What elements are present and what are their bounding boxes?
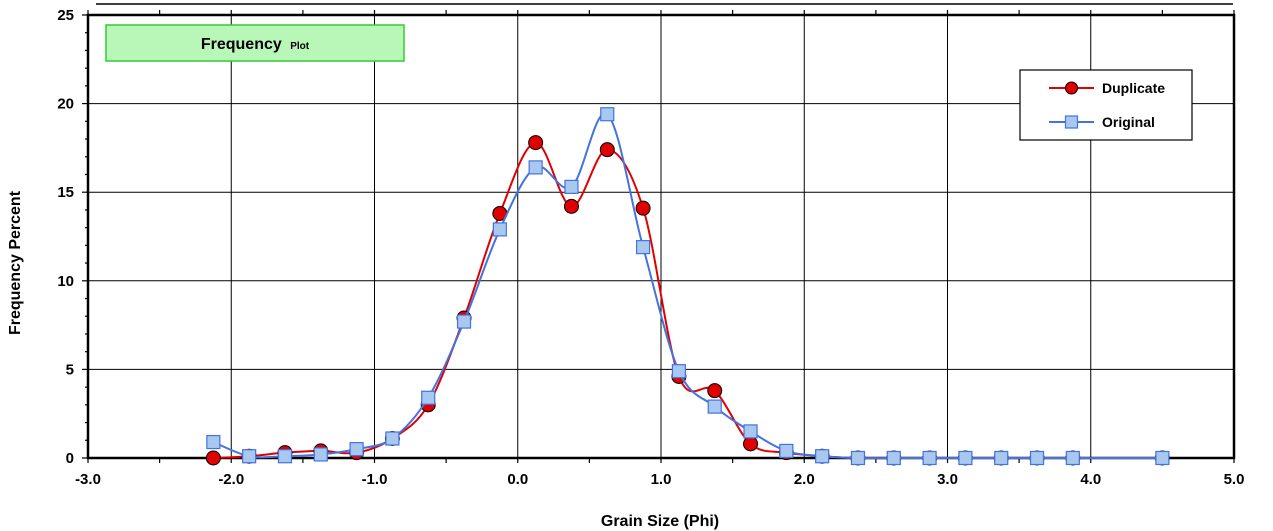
x-tick-label: 3.0 — [937, 471, 958, 488]
series-original — [206, 107, 1170, 466]
y-tick-label: 15 — [57, 184, 74, 201]
svg-text:Frequency Plot: Frequency Plot — [201, 36, 310, 53]
plot-area-border — [86, 13, 1236, 460]
data-point-original — [564, 179, 579, 194]
x-tick-label: -1.0 — [362, 471, 388, 488]
x-tick-label: 2.0 — [794, 471, 815, 488]
plot-title-sub: Plot — [290, 41, 310, 52]
axes: -3.0 -2.0 -1.0 0.0 1.0 2.0 3.0 4.0 5.0 0 5 10 15 20 25 — [57, 7, 1244, 488]
data-point-original — [922, 450, 937, 466]
data-point-original — [242, 449, 257, 464]
legend-box — [1019, 69, 1193, 141]
legend-label-original: Original — [1102, 114, 1155, 130]
data-point-original — [743, 424, 758, 439]
data-point-original — [600, 107, 615, 122]
x-tick-label: 4.0 — [1080, 471, 1101, 488]
data-point-original — [456, 314, 472, 329]
data-point-original — [421, 390, 436, 405]
data-point-original — [349, 442, 364, 457]
data-point-original — [206, 434, 221, 450]
x-tick-label: -2.0 — [218, 471, 244, 488]
series-line-duplicate — [213, 141, 1163, 460]
data-point-original — [671, 364, 687, 379]
data-point-original — [779, 443, 794, 459]
data-point-duplicate — [635, 200, 651, 216]
data-point-original — [1065, 450, 1080, 466]
data-point-original — [492, 222, 507, 237]
y-tick-label: 20 — [57, 96, 74, 113]
data-point-original — [528, 160, 543, 175]
x-axis-title: Grain Size (Phi) — [601, 513, 719, 530]
series-group — [205, 107, 1170, 466]
y-tick-label: 25 — [57, 7, 74, 24]
plot-title-box: Frequency Plot — [105, 24, 405, 62]
data-point-duplicate — [205, 450, 221, 466]
y-axis-title: Frequency Percent — [7, 190, 24, 335]
legend-marker-original — [1064, 115, 1079, 129]
x-tick-label: -3.0 — [75, 471, 101, 488]
data-point-original — [886, 450, 901, 466]
data-point-duplicate — [528, 135, 544, 151]
data-point-original — [1029, 450, 1045, 466]
legend-label-duplicate: Duplicate — [1102, 80, 1165, 96]
data-point-original — [994, 450, 1009, 466]
data-point-original — [1155, 450, 1170, 466]
x-tick-label: 1.0 — [651, 471, 672, 488]
data-point-original — [385, 431, 400, 446]
data-point-original — [277, 449, 293, 464]
series-line-original — [212, 112, 1163, 460]
legend: Duplicate Original — [1019, 69, 1193, 141]
y-tick-label: 10 — [57, 273, 74, 290]
data-point-duplicate — [743, 436, 759, 452]
plot-title-main: Frequency — [201, 36, 282, 53]
data-point-original — [635, 240, 651, 255]
y-tick-label: 0 — [66, 450, 74, 467]
legend-marker-duplicate — [1065, 81, 1078, 95]
x-tick-label: 0.0 — [507, 471, 528, 488]
data-point-original — [815, 449, 830, 464]
data-point-original — [958, 450, 973, 466]
x-tick-label: 5.0 — [1224, 471, 1245, 488]
y-tick-label: 5 — [66, 361, 74, 378]
series-duplicate — [205, 135, 1170, 466]
data-point-original — [707, 399, 722, 414]
data-point-duplicate — [599, 142, 615, 158]
data-point-duplicate — [563, 198, 579, 214]
data-point-original — [313, 447, 328, 462]
data-point-duplicate — [707, 383, 723, 399]
data-point-original — [850, 450, 866, 466]
